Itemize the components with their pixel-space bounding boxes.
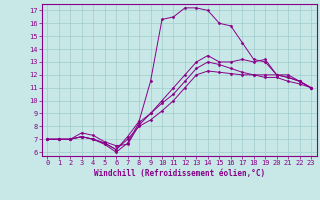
X-axis label: Windchill (Refroidissement éolien,°C): Windchill (Refroidissement éolien,°C): [94, 169, 265, 178]
